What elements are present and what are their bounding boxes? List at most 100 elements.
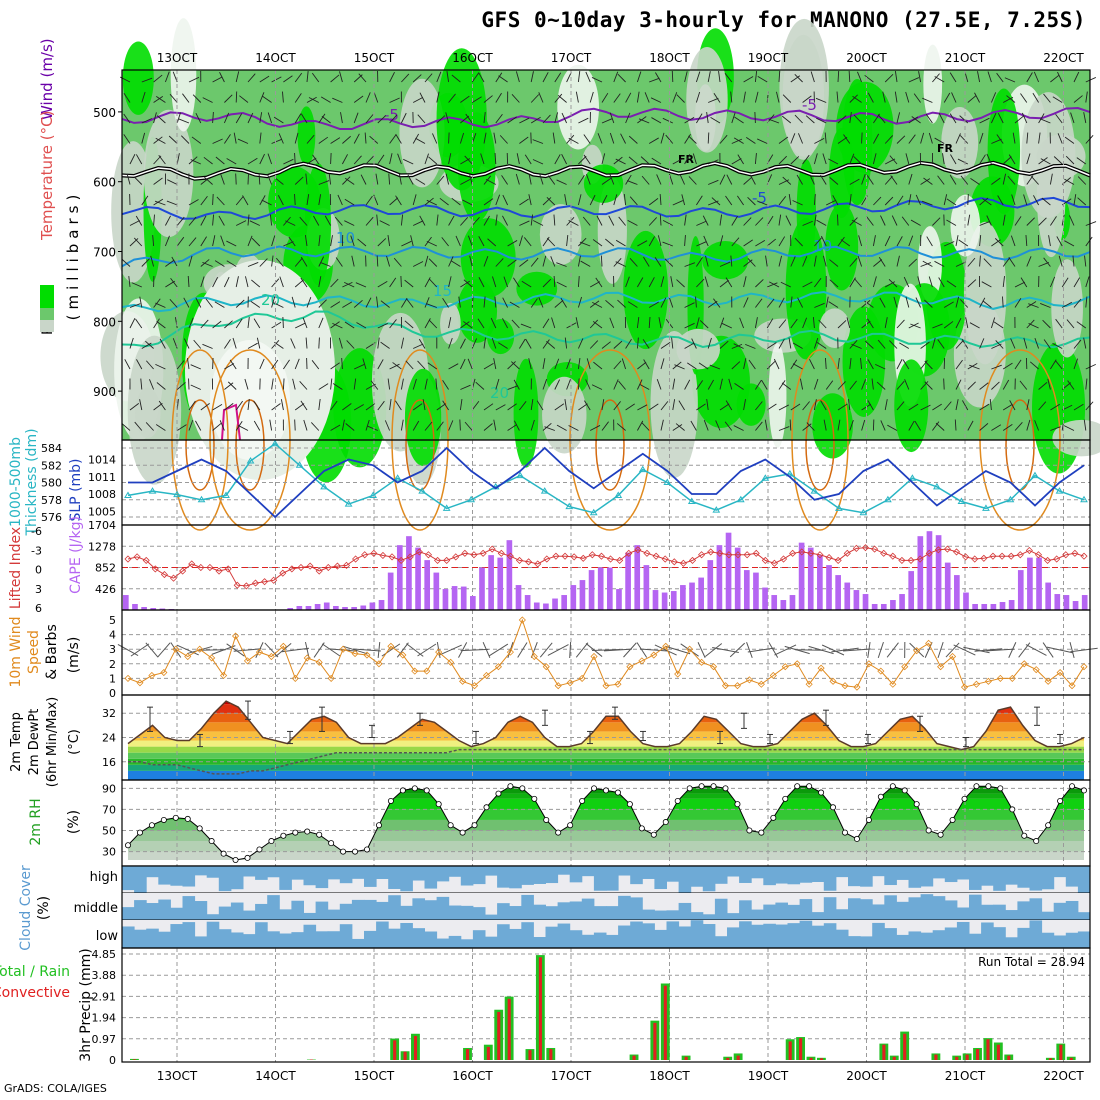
wind-barb xyxy=(684,262,696,267)
cloud-bar xyxy=(896,866,909,880)
wind-barb xyxy=(761,379,768,390)
wind-barb xyxy=(300,256,308,267)
wind-barb xyxy=(1026,153,1031,165)
wind-barb xyxy=(991,138,1002,144)
wind-barb xyxy=(554,379,561,390)
wind-barb xyxy=(1002,214,1006,226)
cloud-bar xyxy=(775,924,788,948)
wind-barb xyxy=(605,299,615,308)
wind-barb xyxy=(836,91,839,103)
wind-barb xyxy=(377,115,387,124)
x-tick-label-bottom: 16OCT xyxy=(452,1069,493,1083)
wind-barb xyxy=(577,378,580,390)
wind-barb xyxy=(442,380,449,390)
wind-barb xyxy=(643,359,650,370)
wind-barb xyxy=(731,237,740,247)
wind-barb xyxy=(737,154,744,165)
wind-barb xyxy=(1008,154,1016,165)
wind-barb xyxy=(924,381,933,390)
rh-region xyxy=(440,302,461,345)
wind-barb xyxy=(979,403,990,411)
wind-barb xyxy=(448,317,452,329)
wind-barb xyxy=(757,138,768,144)
cloud-bar xyxy=(521,894,534,920)
cloud-bar xyxy=(545,866,559,884)
li-point xyxy=(515,556,524,564)
wind-barb xyxy=(338,337,343,349)
wind-barb xyxy=(904,379,910,390)
wind-barb xyxy=(126,173,131,185)
wind-barb xyxy=(802,256,808,267)
cloud-bar xyxy=(315,901,329,920)
rh-point xyxy=(328,840,335,847)
cloud-bar xyxy=(932,866,946,879)
cloud-bar xyxy=(279,866,292,890)
wind-barb xyxy=(165,259,175,267)
wind-barb xyxy=(318,113,326,124)
cape-bar xyxy=(1008,600,1015,610)
wind-barb xyxy=(401,297,408,308)
wind-barb xyxy=(849,339,858,349)
cape-bar xyxy=(1017,570,1024,610)
wind-speed-point xyxy=(566,679,574,687)
wind-barb xyxy=(123,134,131,144)
wind-barb xyxy=(1034,337,1040,349)
cloud-bar xyxy=(545,926,559,948)
cape-bar xyxy=(1027,557,1033,610)
cape-bar xyxy=(597,567,604,610)
temp-band xyxy=(128,704,1084,714)
wind-barb xyxy=(707,379,714,390)
wind-barb xyxy=(435,378,438,390)
wind-barb xyxy=(400,337,405,349)
wind-barb xyxy=(318,299,327,308)
wind-barb xyxy=(375,173,379,185)
wind-barb xyxy=(861,300,871,308)
wind-barb xyxy=(946,198,957,206)
li-point xyxy=(588,551,596,559)
wind-barb xyxy=(820,174,827,185)
wind-barb xyxy=(150,255,155,267)
precip-conv-bar xyxy=(726,1057,730,1060)
cloud-bar xyxy=(146,928,159,948)
wind-barb xyxy=(578,155,587,165)
li-point xyxy=(197,563,205,572)
wind-barb xyxy=(719,403,730,411)
rh-point xyxy=(961,795,968,802)
wind-barb xyxy=(726,174,733,185)
wind-barb xyxy=(139,296,143,308)
rh-band xyxy=(128,841,1084,852)
wind-barb xyxy=(1032,92,1039,103)
wind-barb xyxy=(488,643,509,657)
precip-conv-bar xyxy=(809,1057,813,1060)
wind-barb xyxy=(861,379,867,390)
y-tick-label: 900 xyxy=(93,385,116,399)
li-point xyxy=(379,551,387,560)
x-tick-label-top: 16OCT xyxy=(452,51,493,65)
wind-barb xyxy=(335,257,343,267)
thickness-point xyxy=(908,474,917,481)
rh-point xyxy=(782,795,789,802)
thickness-point xyxy=(222,491,230,498)
rh-point xyxy=(399,787,406,794)
wind-barb xyxy=(556,179,567,185)
wind-barb xyxy=(413,220,424,226)
x-tick-label-bottom: 13OCT xyxy=(157,1069,198,1083)
x-tick-label-bottom: 15OCT xyxy=(354,1069,395,1083)
wind-barb xyxy=(684,116,695,124)
y-label-temp: (°C) xyxy=(67,729,82,755)
wind-barb xyxy=(920,262,932,267)
wind-speed-point xyxy=(148,671,156,680)
wind-speed-point xyxy=(351,650,359,658)
cape-bar xyxy=(643,565,650,610)
wind-barb xyxy=(141,132,146,144)
rh-region xyxy=(1052,419,1100,457)
wind-barb xyxy=(413,343,424,349)
cloud-bar xyxy=(1077,912,1091,920)
wind-speed-point xyxy=(948,652,957,661)
rh-point xyxy=(901,787,908,794)
wind-barb xyxy=(840,239,851,247)
wind-barb xyxy=(389,399,392,411)
wind-barb xyxy=(542,423,552,431)
wind-barb xyxy=(925,113,933,124)
rh-point xyxy=(172,814,179,821)
